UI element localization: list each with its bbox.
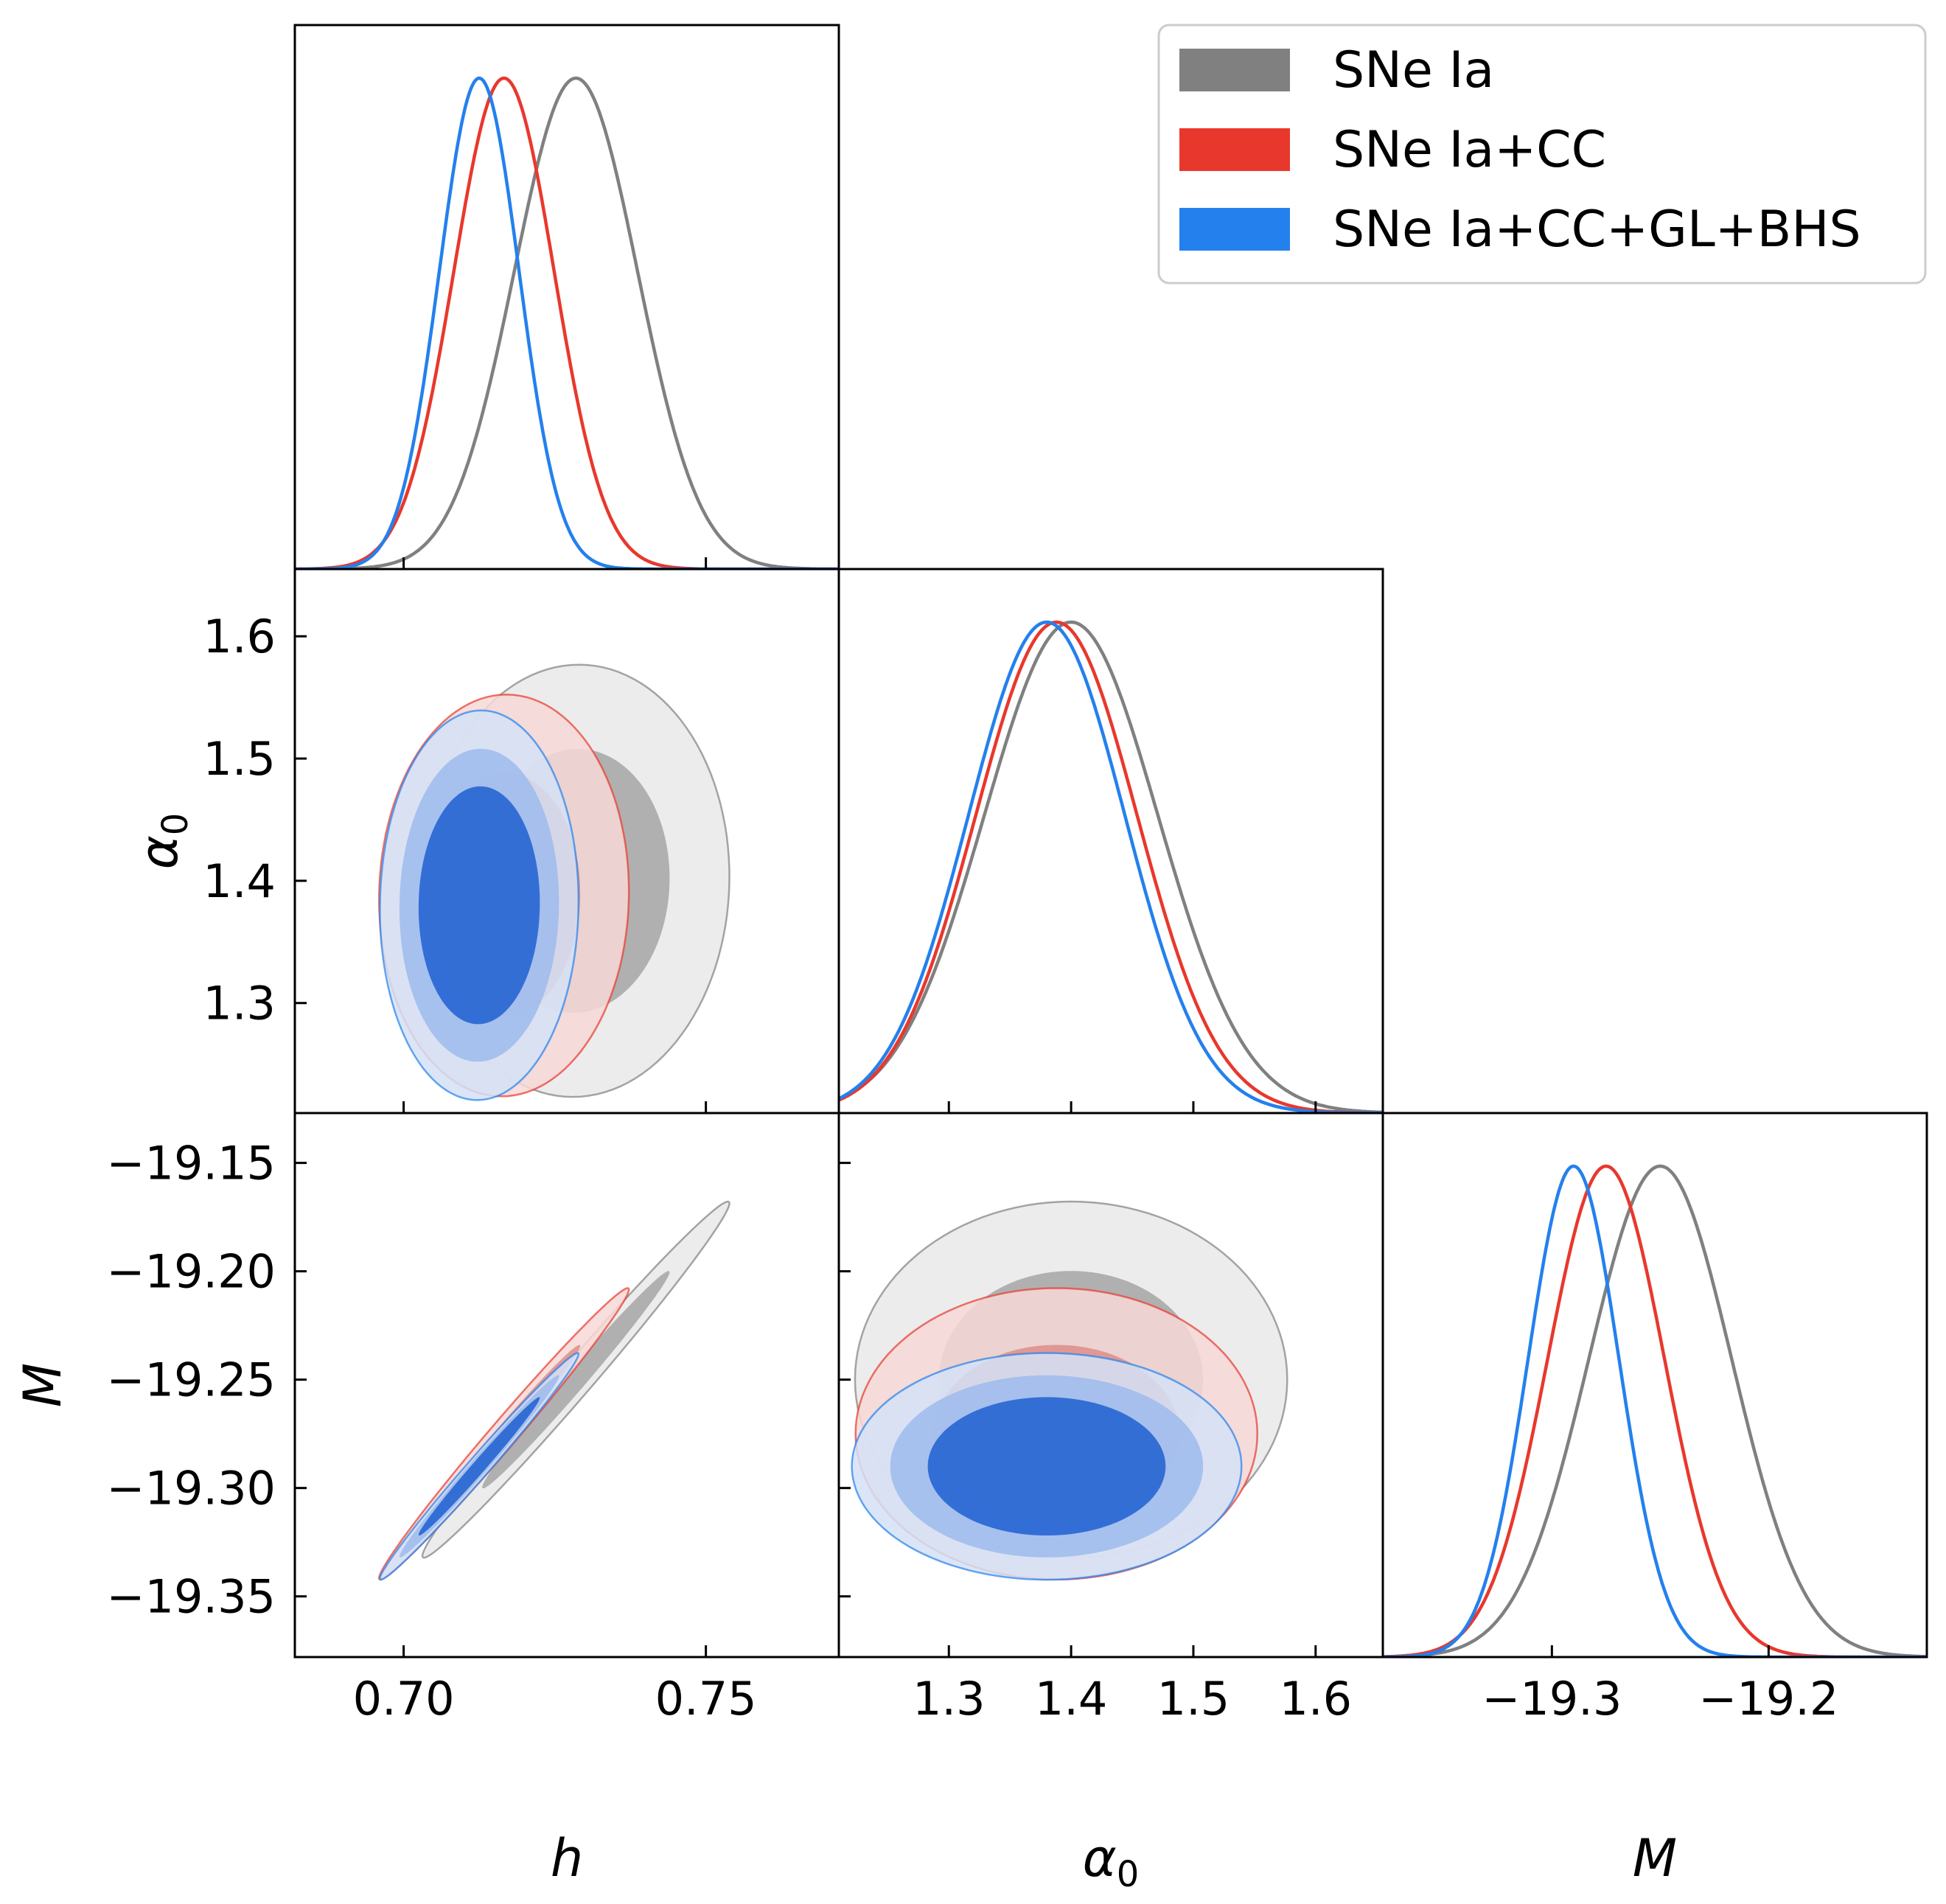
x-axis-label-alpha0: α0	[1083, 1828, 1140, 1895]
contour-68-sne-ia	[482, 1271, 670, 1489]
legend-label-sne-ia-cc: SNe Ia+CC	[1333, 121, 1606, 179]
posterior-M-sne-ia	[1383, 1164, 1927, 1657]
x-tick-label: −19.2	[1698, 1672, 1838, 1726]
contour-68-sne-ia-cc-gl-bhs	[418, 1397, 540, 1536]
posterior-h-sne-ia-cc-gl-bhs	[295, 76, 839, 569]
y-tick-label: −19.30	[107, 1462, 276, 1516]
posterior-h-sne-ia-cc	[295, 76, 839, 569]
y-tick-label: −19.15	[107, 1137, 276, 1190]
legend-frame	[1157, 24, 1927, 285]
y-tick-label: 1.4	[203, 854, 276, 908]
x-tick-label: 1.3	[913, 1672, 986, 1726]
posterior-panel-h	[295, 76, 839, 569]
x-tick-label: −19.3	[1482, 1672, 1622, 1726]
y-axis-label-M: M	[13, 1363, 73, 1407]
y-tick-label: −19.25	[107, 1353, 276, 1407]
posterior-panel-M	[1383, 1164, 1927, 1657]
y-tick-label: 1.6	[203, 610, 276, 663]
legend: SNe Ia SNe Ia+CC SNe Ia+CC+GL+BHS	[1157, 24, 1927, 285]
posterior-alpha0-sne-ia	[839, 620, 1383, 1113]
x-tick-label: 1.5	[1157, 1672, 1230, 1726]
x-tick-label: 0.75	[655, 1672, 757, 1726]
legend-swatch-sne-ia-cc-gl-bhs	[1179, 208, 1290, 251]
y-axis-label-alpha0: α0	[129, 813, 196, 870]
x-axis-label-M-text: M	[1633, 1828, 1677, 1889]
x-tick-label: 1.6	[1279, 1672, 1352, 1726]
legend-swatch-sne-ia-cc	[1179, 128, 1290, 171]
panel-frame-2-2	[1381, 1112, 1928, 1659]
contour-panel-h-M	[378, 1200, 730, 1581]
y-tick-label: 1.5	[203, 732, 276, 786]
y-tick-label: 1.3	[203, 977, 276, 1031]
x-tick-label: 0.70	[353, 1672, 455, 1726]
legend-label-sne-ia-cc-gl-bhs: SNe Ia+CC+GL+BHS	[1333, 200, 1861, 259]
panel-frame-1-1	[837, 568, 1384, 1115]
legend-label-sne-ia: SNe Ia	[1333, 41, 1494, 100]
y-tick-label: −19.20	[107, 1245, 276, 1299]
x-axis-label-h: h	[551, 1828, 583, 1889]
panel-frame-0-0	[293, 24, 840, 571]
y-tick-label: −19.35	[107, 1570, 276, 1624]
posterior-M-sne-ia-cc-gl-bhs	[1383, 1164, 1927, 1657]
posterior-alpha0-sne-ia-cc-gl-bhs	[839, 620, 1383, 1113]
contour-panel-h-alpha0	[378, 663, 730, 1101]
y-axis-label-M-text: M	[13, 1363, 73, 1407]
posterior-panel-alpha0	[839, 620, 1383, 1113]
posterior-h-sne-ia	[295, 76, 839, 569]
x-axis-label-h-text: h	[551, 1828, 583, 1889]
contour-68-sne-ia-cc-gl-bhs	[927, 1397, 1166, 1536]
legend-swatch-sne-ia	[1179, 49, 1290, 91]
contour-68-sne-ia-cc-gl-bhs	[418, 786, 540, 1025]
contour-panel-alpha0-M	[851, 1200, 1288, 1581]
posterior-alpha0-sne-ia-cc	[839, 620, 1383, 1113]
x-axis-label-alpha0-subscript: 0	[1117, 1854, 1140, 1895]
y-axis-label-alpha0-subscript: 0	[155, 813, 196, 836]
y-axis-label-alpha0-text: α	[129, 835, 189, 869]
x-axis-label-M: M	[1633, 1828, 1677, 1889]
x-tick-label: 1.4	[1035, 1672, 1108, 1726]
x-axis-label-alpha0-text: α	[1083, 1828, 1117, 1889]
posterior-M-sne-ia-cc	[1383, 1164, 1927, 1657]
